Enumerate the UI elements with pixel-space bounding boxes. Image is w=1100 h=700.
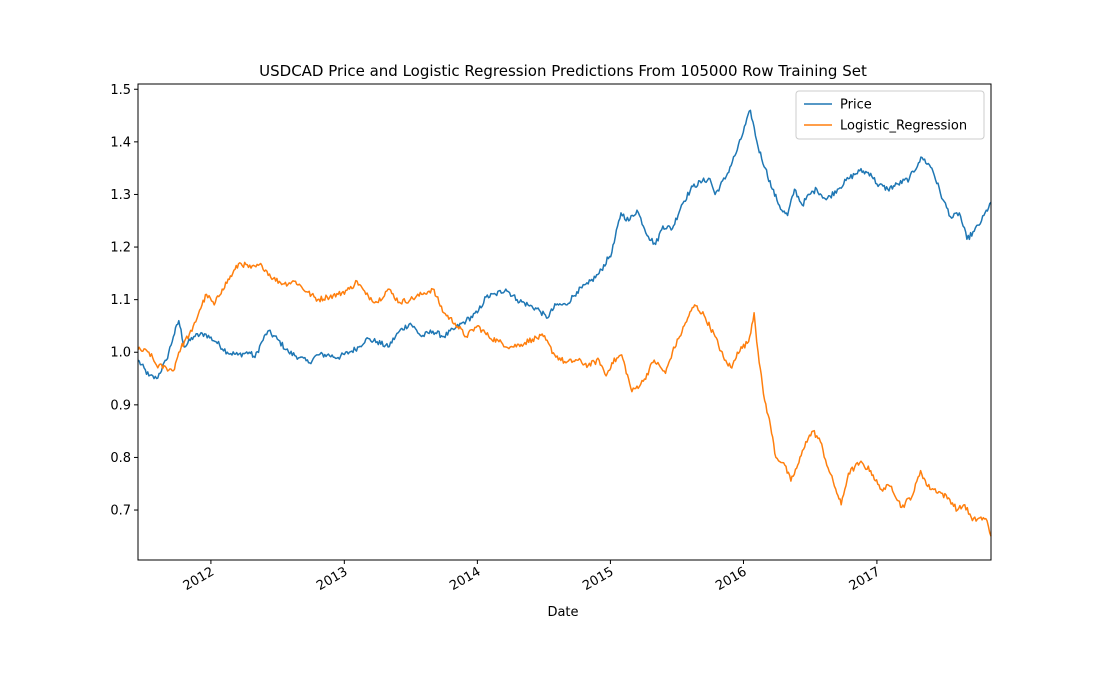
y-axis: 0.7 0.8 0.9 1.0 1.1 1.2 1.3 1.4 1.5 bbox=[110, 83, 138, 519]
plot-frame bbox=[137, 83, 992, 561]
y-tick-label: 1.2 bbox=[110, 241, 131, 256]
y-tick-label: 1.4 bbox=[110, 135, 131, 150]
y-tick-label: 0.8 bbox=[110, 451, 131, 466]
y-tick-label: 1.5 bbox=[110, 83, 131, 98]
legend: Price Logistic_Regression bbox=[795, 90, 985, 140]
series-line-logistic-regression bbox=[137, 261, 992, 537]
legend-label: Logistic_Regression bbox=[840, 119, 967, 134]
series-layer bbox=[137, 109, 992, 537]
y-tick-label: 1.3 bbox=[110, 188, 131, 203]
series-line-price bbox=[137, 109, 992, 380]
y-tick-label: 1.1 bbox=[110, 293, 131, 308]
y-tick-label: 0.7 bbox=[110, 504, 131, 519]
y-tick-label: 1.0 bbox=[110, 346, 131, 361]
y-tick-label: 0.9 bbox=[110, 398, 131, 413]
chart-title: USDCAD Price and Logistic Regression Pre… bbox=[259, 62, 867, 80]
legend-box bbox=[795, 90, 985, 140]
legend-label: Price bbox=[840, 98, 872, 113]
x-axis-label: Date bbox=[547, 605, 578, 620]
